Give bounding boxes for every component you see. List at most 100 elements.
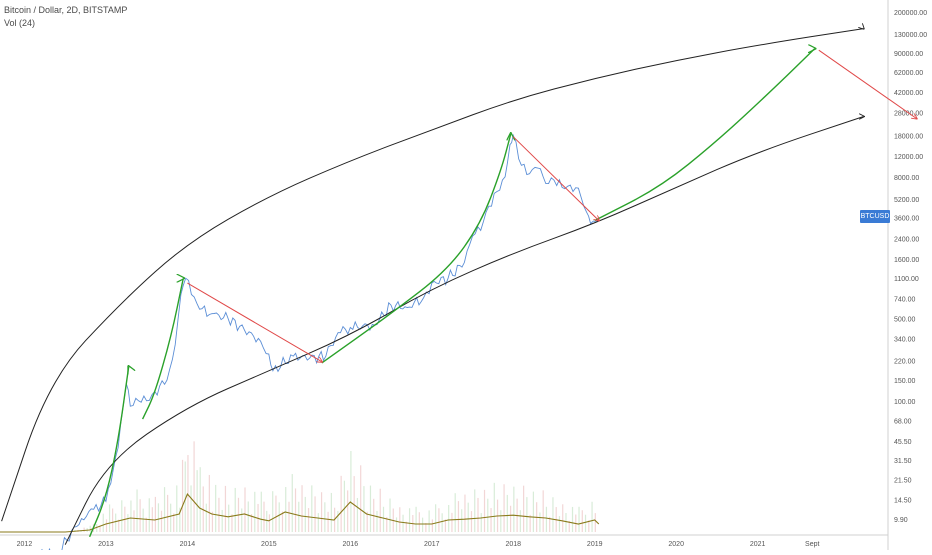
volume-bar <box>396 517 397 532</box>
volume-bar <box>282 511 283 532</box>
volume-bar <box>170 504 171 532</box>
volume-bar <box>305 497 306 532</box>
y-tick-label: 14.50 <box>894 498 912 505</box>
volume-bar <box>254 492 255 532</box>
volume-bar <box>222 510 223 532</box>
volume-bar <box>228 505 229 532</box>
volume-bar <box>565 513 566 532</box>
volume-bar <box>263 502 264 532</box>
volume-bar <box>190 485 191 532</box>
volume-bar <box>477 498 478 532</box>
volume-bar <box>275 496 276 532</box>
volume-bar <box>376 511 377 532</box>
y-tick-label: 21.50 <box>894 477 912 484</box>
volume-bar <box>432 519 433 532</box>
volume-bar <box>370 486 371 532</box>
volume-bar <box>578 507 579 532</box>
volume-bar <box>164 487 165 532</box>
volume-bar <box>503 484 504 532</box>
volume-bar <box>248 501 249 532</box>
x-tick-label: 2015 <box>261 541 277 548</box>
volume-bar <box>350 451 351 532</box>
volume-bar <box>176 485 177 532</box>
volume-bar <box>331 493 332 532</box>
volume-bar <box>402 515 403 532</box>
volume-bar <box>127 514 128 532</box>
volume-bar <box>500 510 501 532</box>
volume-bar <box>347 490 348 532</box>
x-tick-label: Sept <box>805 541 819 548</box>
red-trend-arrow <box>819 50 917 118</box>
volume-bar <box>451 513 452 532</box>
x-tick-label: 2012 <box>17 541 33 548</box>
y-tick-label: 150.00 <box>894 378 916 385</box>
y-tick-label: 2400.00 <box>894 236 919 243</box>
volume-bar <box>149 498 150 532</box>
volume-bar <box>471 511 472 532</box>
x-tick-label: 2013 <box>98 541 114 548</box>
volume-bar <box>133 510 134 532</box>
volume-bar <box>109 504 110 532</box>
volume-bar <box>158 503 159 532</box>
y-tick-label: 62000.00 <box>894 70 923 77</box>
volume-bar <box>344 481 345 532</box>
volume-bar <box>481 513 482 532</box>
volume-bar <box>244 487 245 532</box>
y-tick-label: 500.00 <box>894 317 916 324</box>
volume-bar <box>140 499 141 532</box>
x-tick-label: 2020 <box>668 541 684 548</box>
volume-bar <box>595 513 596 532</box>
volume-bar <box>136 489 137 532</box>
volume-bar <box>591 502 592 532</box>
volume-bar <box>311 485 312 532</box>
y-tick-label: 220.00 <box>894 359 916 366</box>
volume-indicator-label[interactable]: Vol (24) <box>4 17 127 30</box>
y-tick-label: 5200.00 <box>894 197 919 204</box>
volume-bar <box>533 492 534 532</box>
volume-bar <box>115 514 116 532</box>
volume-bar <box>389 499 390 532</box>
y-tick-label: 200000.00 <box>894 10 927 17</box>
volume-bar <box>90 526 91 532</box>
volume-bar <box>399 507 400 532</box>
volume-bar <box>530 515 531 532</box>
y-tick-label: 12000.00 <box>894 154 923 161</box>
volume-bar <box>380 489 381 532</box>
volume-bar <box>341 476 342 532</box>
volume-bar <box>143 509 144 532</box>
y-tick-label: 1600.00 <box>894 257 919 264</box>
y-tick-label: 28000.00 <box>894 111 923 118</box>
volume-bar <box>225 486 226 532</box>
volume-bar <box>562 504 563 532</box>
y-tick-label: 100.00 <box>894 399 916 406</box>
volume-bar <box>261 492 262 532</box>
y-tick-label: 740.00 <box>894 296 916 303</box>
volume-bar <box>314 496 315 532</box>
volume-bar <box>298 502 299 532</box>
y-tick-label: 9.90 <box>894 517 908 524</box>
volume-bar <box>490 508 491 532</box>
volume-bar <box>231 514 232 532</box>
volume-bar <box>520 510 521 532</box>
volume-bar <box>285 487 286 532</box>
volume-bar <box>279 502 280 532</box>
volume-bar <box>487 499 488 532</box>
volume-bar <box>360 465 361 532</box>
chart-title[interactable]: Bitcoin / Dollar, 2D, BITSTAMP <box>4 4 127 17</box>
volume-bar <box>582 510 583 532</box>
volume-bar <box>324 502 325 532</box>
volume-bar <box>552 497 553 532</box>
volume-bar <box>539 512 540 532</box>
volume-bar <box>215 485 216 532</box>
volume-bar <box>266 511 267 532</box>
y-tick-label: 1100.00 <box>894 276 919 283</box>
volume-bar <box>206 504 207 532</box>
volume-bar <box>292 474 293 532</box>
volume-bar <box>321 492 322 532</box>
volume-bar <box>200 467 201 532</box>
volume-bar <box>212 512 213 532</box>
volume-bar <box>308 508 309 532</box>
volume-bar <box>461 509 462 532</box>
volume-bar <box>419 512 420 532</box>
